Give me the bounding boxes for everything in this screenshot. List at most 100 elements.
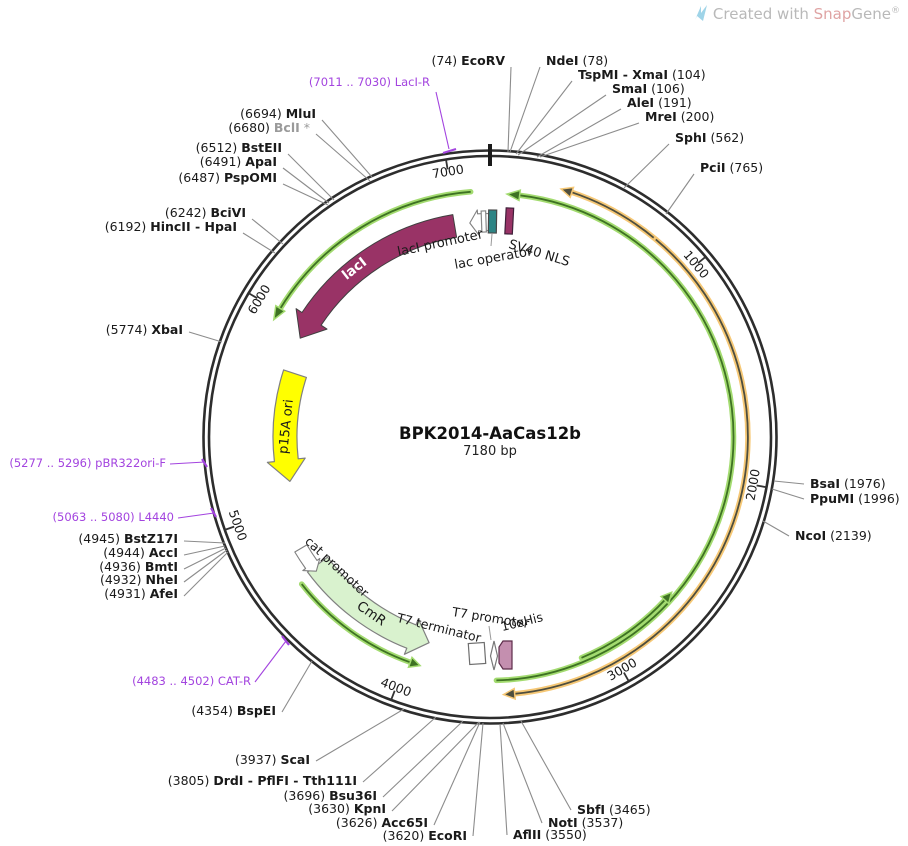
- enzyme-label-acci[interactable]: (4944) AccI: [103, 545, 178, 560]
- enzyme-label-ndei[interactable]: NdeI (78): [546, 53, 609, 68]
- primer-mark-0: [442, 147, 457, 155]
- enzyme-label-ecori[interactable]: (3620) EcoRI: [382, 828, 467, 843]
- sv40-nls-box[interactable]: [504, 207, 515, 235]
- enzyme-label-bspei[interactable]: (4354) BspEI: [191, 703, 276, 718]
- enzyme-label-bmti[interactable]: (4936) BmtI: [99, 559, 178, 574]
- enzyme-label-catr[interactable]: (4483 .. 4502) CAT-R: [132, 674, 251, 688]
- feature-CmR[interactable]: [306, 556, 430, 655]
- callout-line-ncoi: [762, 520, 790, 537]
- enzyme-label-acc65i[interactable]: (3626) Acc65I: [335, 815, 428, 830]
- enzyme-label-ecorv[interactable]: (74) EcoRV: [431, 53, 505, 68]
- callout-line-ndei: [509, 66, 541, 153]
- enzyme-label-ncoi[interactable]: NcoI (2139): [795, 528, 872, 543]
- orf-orange-top-core: [571, 191, 657, 241]
- callout-line-lacir: [435, 91, 450, 150]
- callout-line-noti: [502, 722, 543, 824]
- enzyme-label-aflii[interactable]: AflII (3550): [513, 827, 587, 842]
- lac-operator-box[interactable]: [487, 209, 498, 234]
- enzyme-label-mlui[interactable]: (6694) MluI: [240, 106, 316, 121]
- enzyme-label-kpni[interactable]: (3630) KpnI: [308, 801, 386, 816]
- watermark: Created with SnapGene®: [693, 4, 900, 26]
- callout-line-ecori: [472, 722, 484, 837]
- orf-top-left-arrowhead: [272, 304, 287, 322]
- enzyme-label-pcii[interactable]: PciI (765): [700, 160, 764, 175]
- callout-line-pcii: [665, 173, 695, 215]
- enzyme-label-sphi[interactable]: SphI (562): [675, 130, 745, 145]
- tick-4000: [390, 690, 396, 701]
- enzyme-label-bcli[interactable]: (6680) BclI *: [228, 120, 310, 135]
- enzyme-label-xbai[interactable]: (5774) XbaI: [105, 322, 183, 337]
- enzyme-label-lacir[interactable]: (7011 .. 7030) LacI-R: [308, 75, 430, 89]
- primer-mark-2: [210, 507, 217, 518]
- plasmid-size: 7180 bp: [463, 444, 517, 459]
- enzyme-label-drdi[interactable]: (3805) DrdI - PflFI - Tth111I: [167, 773, 357, 788]
- enzyme-label-noti[interactable]: NotI (3537): [548, 815, 624, 830]
- orf-top-left-core: [279, 190, 471, 309]
- callout-line-mrei: [539, 122, 640, 158]
- enzyme-label-bstell[interactable]: (6512) BstEII: [195, 140, 282, 155]
- watermark-prefix: Created with: [712, 5, 814, 23]
- primer-mark-1: [201, 458, 208, 468]
- orf-bottom-right-halo: [578, 597, 668, 661]
- p15a-ori-label: p15A ori: [276, 399, 297, 455]
- orf-orange-top-arrowhead: [559, 186, 575, 199]
- enzyme-label-apai[interactable]: (6491) ApaI: [199, 154, 277, 169]
- callout-line-nhei: [183, 549, 228, 583]
- callout-line-bsai: [773, 480, 805, 485]
- t7-promoter-marker[interactable]: [489, 640, 499, 671]
- his-tag-box[interactable]: [498, 640, 513, 670]
- callout-line-bsu36i: [382, 720, 464, 798]
- connector-line-0: [490, 233, 493, 247]
- enzyme-label-nhei[interactable]: (4932) NheI: [99, 572, 178, 587]
- enzyme-label-ppumi[interactable]: PpuMI (1996): [810, 491, 900, 506]
- callout-line-bstell: [287, 153, 335, 201]
- callout-line-mlui: [321, 119, 373, 178]
- primer-mark-3: [281, 635, 290, 646]
- callout-line-afei: [183, 551, 229, 597]
- orf-bottom-right-arrowhead: [659, 590, 673, 605]
- callout-line-acci: [183, 545, 226, 556]
- callout-line-hincii: [242, 232, 276, 254]
- callout-line-bmti: [183, 547, 227, 570]
- tick-7000: [445, 159, 449, 170]
- enzyme-label-bsai[interactable]: BsaI (1976): [810, 476, 886, 491]
- enzyme-label-bsu36i[interactable]: (3696) Bsu36I: [283, 788, 377, 803]
- enzyme-label-smai[interactable]: SmaI (106): [612, 81, 685, 96]
- enzyme-label-afei[interactable]: (4931) AfeI: [104, 586, 178, 601]
- callout-line-pbr322: [169, 461, 206, 465]
- enzyme-label-mrei[interactable]: MreI (200): [645, 109, 715, 124]
- sv40-nls-label: SV40 NLS: [507, 237, 572, 270]
- enzyme-label-pbr322[interactable]: (5277 .. 5296) pBR322ori-F: [9, 456, 166, 470]
- callout-line-bcli: [315, 133, 371, 182]
- watermark-reg: ®: [891, 6, 900, 16]
- callout-line-xbai: [188, 331, 223, 343]
- enzyme-label-alei[interactable]: AleI (191): [627, 95, 692, 110]
- enzyme-label-l4440[interactable]: (5063 .. 5080) L4440: [52, 510, 174, 524]
- callout-line-tspmi: [515, 80, 573, 155]
- plasmid-title: BPK2014-AaCas12b: [399, 424, 581, 443]
- enzyme-label-hincii[interactable]: (6192) HincII - HpaI: [104, 219, 237, 234]
- t7-terminator-box[interactable]: [467, 641, 487, 666]
- connector-line-1: [488, 625, 492, 641]
- enzyme-label-scai[interactable]: (3937) ScaI: [234, 752, 310, 767]
- watermark-brand-gene: Gene: [851, 5, 891, 23]
- tick-2000: [756, 484, 767, 489]
- feature-p15A-ori[interactable]: [266, 369, 307, 482]
- callout-line-bcivi: [251, 218, 284, 245]
- feature-cat-promoter[interactable]: [294, 544, 321, 572]
- callout-line-sphi: [623, 143, 670, 189]
- callout-line-alei: [536, 108, 622, 158]
- callout-line-scai: [315, 708, 405, 762]
- lac-operator-left-box[interactable]: [480, 210, 487, 233]
- enzyme-label-sbfi[interactable]: SbfI (3465): [577, 802, 651, 817]
- enzyme-label-pspomi[interactable]: (6487) PspOMI: [178, 170, 277, 185]
- enzyme-label-tspmi[interactable]: TspMI - XmaI (104): [578, 67, 706, 82]
- feature-lacI[interactable]: [295, 214, 458, 339]
- enzyme-label-bstz17i[interactable]: (4945) BstZ17I: [78, 531, 178, 546]
- enzyme-label-bcivi[interactable]: (6242) BciVI: [164, 205, 246, 220]
- tick-1000: [697, 256, 707, 264]
- orf-orange-top-halo: [569, 189, 659, 243]
- callout-line-ppumi: [771, 488, 805, 500]
- callout-line-sbfi: [520, 720, 572, 811]
